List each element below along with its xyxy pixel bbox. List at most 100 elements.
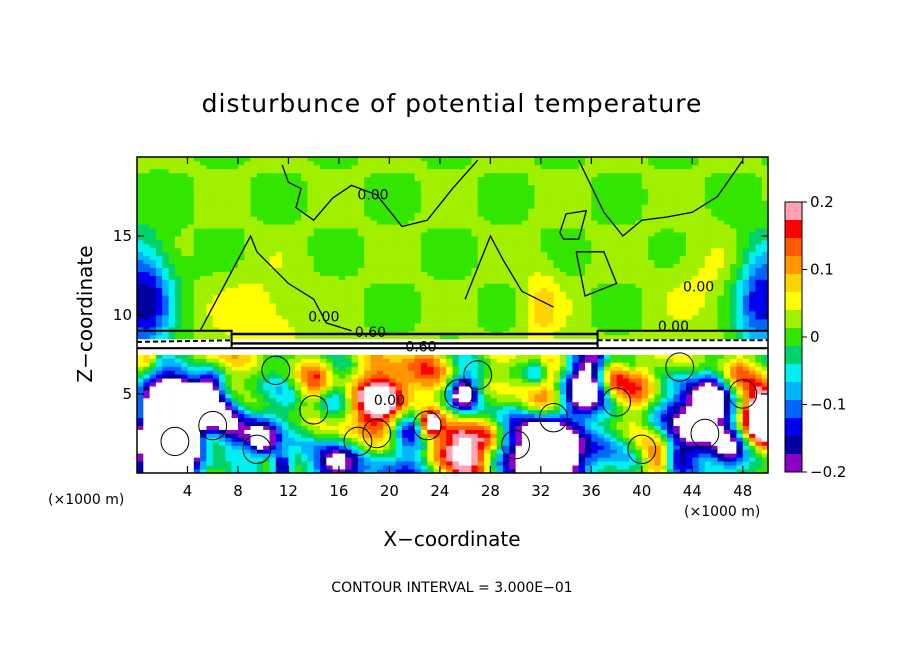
field-cell <box>704 374 712 379</box>
field-cell <box>509 338 516 343</box>
field-cell <box>622 421 630 426</box>
field-cell <box>206 386 214 391</box>
field-cell <box>711 287 718 292</box>
field-cell <box>389 465 397 470</box>
field-cell <box>320 291 327 296</box>
field-cell <box>755 417 763 422</box>
field-cell <box>667 315 674 320</box>
field-cell <box>250 350 258 355</box>
field-cell <box>351 283 359 288</box>
field-cell <box>155 465 163 470</box>
field-cell <box>446 283 453 288</box>
field-cell <box>357 417 365 422</box>
field-cell <box>452 334 460 340</box>
field-cell <box>313 469 321 473</box>
field-cell <box>307 469 315 473</box>
field-cell <box>471 409 479 415</box>
field-cell <box>704 425 712 430</box>
field-cell <box>603 275 611 280</box>
field-cell <box>389 279 397 284</box>
field-cell <box>723 322 731 328</box>
field-cell <box>629 374 636 379</box>
field-cell <box>168 461 176 466</box>
field-cell <box>238 283 245 288</box>
field-cell <box>294 334 302 340</box>
field-cell <box>572 287 580 292</box>
field-cell <box>755 437 763 442</box>
field-cell <box>521 425 529 430</box>
field-cell <box>200 421 207 426</box>
field-cell <box>597 315 605 320</box>
field-cell <box>206 405 214 411</box>
field-cell <box>219 421 226 426</box>
field-cell <box>320 425 327 430</box>
field-cell <box>187 425 195 430</box>
field-cell <box>200 374 207 379</box>
field-cell <box>698 401 706 407</box>
field-cell <box>357 299 365 304</box>
field-cell <box>288 401 296 407</box>
field-cell <box>187 469 195 473</box>
field-cell <box>679 366 687 371</box>
field-cell <box>275 409 283 415</box>
field-cell <box>509 342 516 347</box>
field-cell <box>654 350 662 355</box>
field-cell <box>225 405 232 411</box>
field-cell <box>704 311 712 316</box>
field-cell <box>250 445 258 450</box>
field-cell <box>174 291 182 296</box>
field-cell <box>622 449 630 454</box>
field-cell <box>477 461 485 466</box>
field-cell <box>515 469 523 473</box>
field-cell <box>452 390 460 395</box>
field-cell <box>395 303 403 308</box>
field-cell <box>496 382 504 387</box>
field-cell <box>263 413 270 419</box>
field-cell <box>263 394 270 399</box>
field-cell <box>200 350 207 355</box>
field-cell <box>553 362 561 367</box>
field-cell <box>749 374 756 379</box>
field-cell <box>641 421 649 426</box>
field-cell <box>433 417 441 422</box>
field-cell <box>629 429 636 434</box>
field-cell <box>231 390 239 395</box>
field-cell <box>219 465 226 470</box>
field-cell <box>585 342 592 347</box>
field-cell <box>351 382 359 387</box>
field-cell <box>149 275 157 280</box>
field-cell <box>660 366 668 371</box>
field-cell <box>559 437 567 442</box>
field-cell <box>742 299 750 304</box>
field-cell <box>187 409 195 415</box>
field-cell <box>761 303 768 308</box>
field-cell <box>155 287 163 292</box>
field-cell <box>471 386 479 391</box>
field-cell <box>427 429 434 434</box>
field-cell <box>383 437 390 442</box>
field-cell <box>711 433 718 438</box>
field-cell <box>231 315 239 320</box>
field-cell <box>376 299 384 304</box>
field-cell <box>282 303 289 308</box>
field-cell <box>578 295 586 300</box>
field-cell <box>654 307 662 312</box>
field-cell <box>250 354 258 359</box>
field-cell <box>364 374 371 379</box>
field-cell <box>509 437 516 442</box>
field-cell <box>742 425 750 430</box>
field-cell <box>357 322 365 328</box>
field-cell <box>357 342 365 347</box>
field-cell <box>749 409 756 415</box>
field-cell <box>730 429 737 434</box>
field-cell <box>698 433 706 438</box>
field-cell <box>603 390 611 395</box>
field-cell <box>484 291 491 296</box>
field-cell <box>256 457 264 462</box>
field-cell <box>345 465 352 470</box>
field-cell <box>439 311 447 316</box>
field-cell <box>168 421 176 426</box>
field-cell <box>244 437 251 442</box>
field-cell <box>231 366 239 371</box>
field-cell <box>219 441 226 446</box>
